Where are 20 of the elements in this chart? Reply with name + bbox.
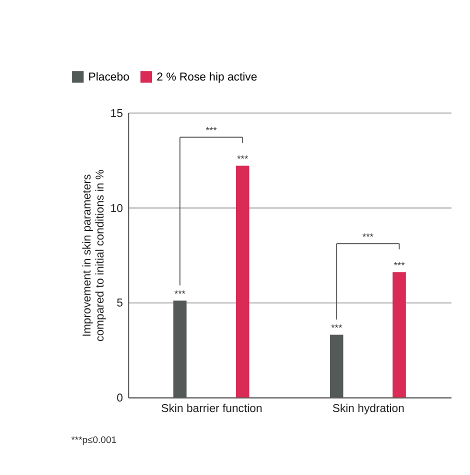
bar (173, 300, 187, 398)
data-label: *** (237, 154, 248, 165)
data-label: *** (394, 260, 406, 272)
y-tick-label: 10 (110, 202, 123, 215)
bar (236, 166, 250, 398)
legend-label: 2 % Rose hip active (156, 72, 258, 84)
bar (392, 272, 406, 398)
bar (330, 334, 344, 398)
legend-label: Placebo (88, 72, 130, 84)
annotation: *** (362, 232, 374, 243)
text: ***p≤0.001 (71, 435, 117, 446)
y-axis-title: Improvement in skin parameters compared to initial conditions in % (81, 169, 107, 342)
x-tick-label: Skin barrier function (161, 403, 262, 416)
annotation: *** (206, 125, 218, 136)
data-label: *** (331, 322, 342, 334)
y-tick-label: 5 (116, 298, 123, 310)
y-tick-label: 15 (110, 108, 123, 120)
x-tick-label: Skin hydration (332, 403, 404, 416)
data-label: *** (174, 288, 186, 300)
y-tick-label: 0 (116, 392, 123, 405)
